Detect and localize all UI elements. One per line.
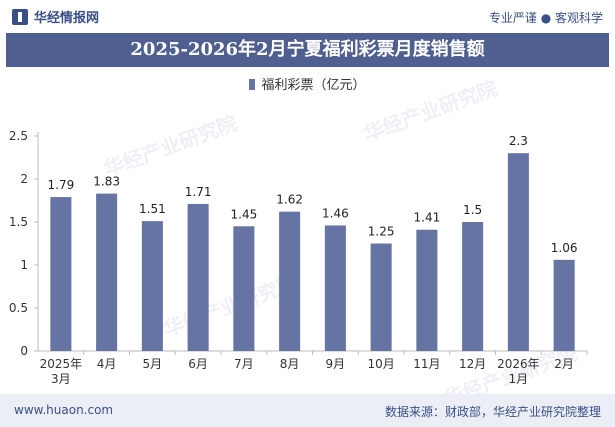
bar [553, 259, 575, 351]
brand-logo: 华经情报网 [12, 7, 99, 26]
y-tick-label: 2.5 [9, 129, 28, 143]
bar [324, 225, 346, 351]
x-tick-label: 2026年 [497, 357, 540, 371]
x-tick-label: 6月 [188, 357, 208, 371]
y-tick-label: 0.5 [9, 301, 28, 315]
data-label: 1.06 [551, 241, 578, 255]
top-bar: 华经情报网 专业严谨 ● 客观科学 [0, 0, 615, 32]
y-tick-label: 1.5 [9, 215, 28, 229]
data-label: 1.79 [48, 178, 75, 192]
x-tick-label: 4月 [97, 357, 117, 371]
y-tick-label: 1 [20, 258, 28, 272]
bar [187, 203, 209, 351]
x-tick-label: 8月 [280, 357, 300, 371]
x-tick-label: 12月 [459, 357, 486, 371]
x-tick-label: 9月 [326, 357, 346, 371]
x-tick-label: 5月 [143, 357, 163, 371]
data-label: 1.62 [276, 193, 303, 207]
bar [50, 197, 72, 351]
title-bar: 2025-2026年2月宁夏福利彩票月度销售额 [6, 33, 609, 67]
bar [507, 153, 529, 351]
data-label: 1.46 [322, 206, 349, 220]
legend-swatch [249, 79, 256, 90]
bar [96, 193, 118, 351]
data-label: 1.25 [368, 225, 395, 239]
bar [462, 222, 484, 351]
bar [416, 229, 438, 351]
bar [370, 243, 392, 351]
x-tick-label: 10月 [367, 357, 394, 371]
data-label: 1.45 [231, 207, 258, 221]
bar [279, 211, 301, 351]
legend-label: 福利彩票（亿元） [261, 78, 366, 93]
data-label: 1.83 [93, 175, 120, 189]
data-label: 1.71 [185, 185, 212, 199]
bar [233, 226, 255, 351]
tagline: 专业严谨 ● 客观科学 [488, 11, 603, 25]
data-source: 数据来源：财政部，华经产业研究院整理 [384, 405, 601, 419]
legend: 福利彩票（亿元） [0, 74, 615, 93]
x-tick-label: 3月 [51, 372, 71, 386]
x-tick-label: 1月 [509, 372, 529, 386]
data-label: 1.51 [139, 202, 166, 216]
x-tick-label: 2月 [554, 357, 574, 371]
data-label: 2.3 [509, 134, 528, 148]
x-tick-label: 11月 [413, 357, 440, 371]
brand-name: 华经情报网 [34, 11, 100, 26]
y-tick-label: 0 [20, 344, 28, 358]
data-label: 1.5 [463, 203, 482, 217]
footer-url[interactable]: www.huaon.com [14, 403, 114, 417]
chart-title: 2025-2026年2月宁夏福利彩票月度销售额 [130, 39, 485, 60]
bar [141, 221, 163, 351]
x-tick-label: 2025年 [40, 357, 83, 371]
logo-icon [12, 8, 28, 25]
x-tick-label: 7月 [234, 357, 254, 371]
data-label: 1.41 [414, 211, 441, 225]
footer: www.huaon.com 数据来源：财政部，华经产业研究院整理 [0, 394, 615, 427]
y-tick-label: 2 [20, 172, 28, 186]
